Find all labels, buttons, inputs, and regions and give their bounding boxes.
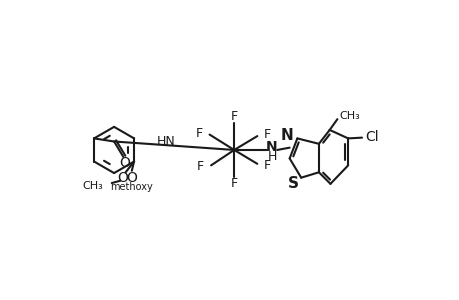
Text: Cl: Cl xyxy=(364,130,378,144)
Text: N: N xyxy=(280,128,292,143)
Text: H: H xyxy=(267,150,276,163)
Text: O: O xyxy=(119,156,130,170)
Text: F: F xyxy=(195,127,202,140)
Text: CH₃: CH₃ xyxy=(82,181,103,191)
Text: HN: HN xyxy=(157,135,175,148)
Text: S: S xyxy=(287,176,298,191)
Text: F: F xyxy=(230,177,237,190)
Text: N: N xyxy=(266,140,277,154)
Text: methoxy: methoxy xyxy=(110,182,153,192)
Text: F: F xyxy=(230,110,237,123)
Text: O: O xyxy=(117,172,128,185)
Text: F: F xyxy=(196,160,204,173)
Text: F: F xyxy=(263,128,271,141)
Text: O: O xyxy=(126,171,137,185)
Text: CH₃: CH₃ xyxy=(338,111,359,121)
Text: F: F xyxy=(263,159,271,172)
